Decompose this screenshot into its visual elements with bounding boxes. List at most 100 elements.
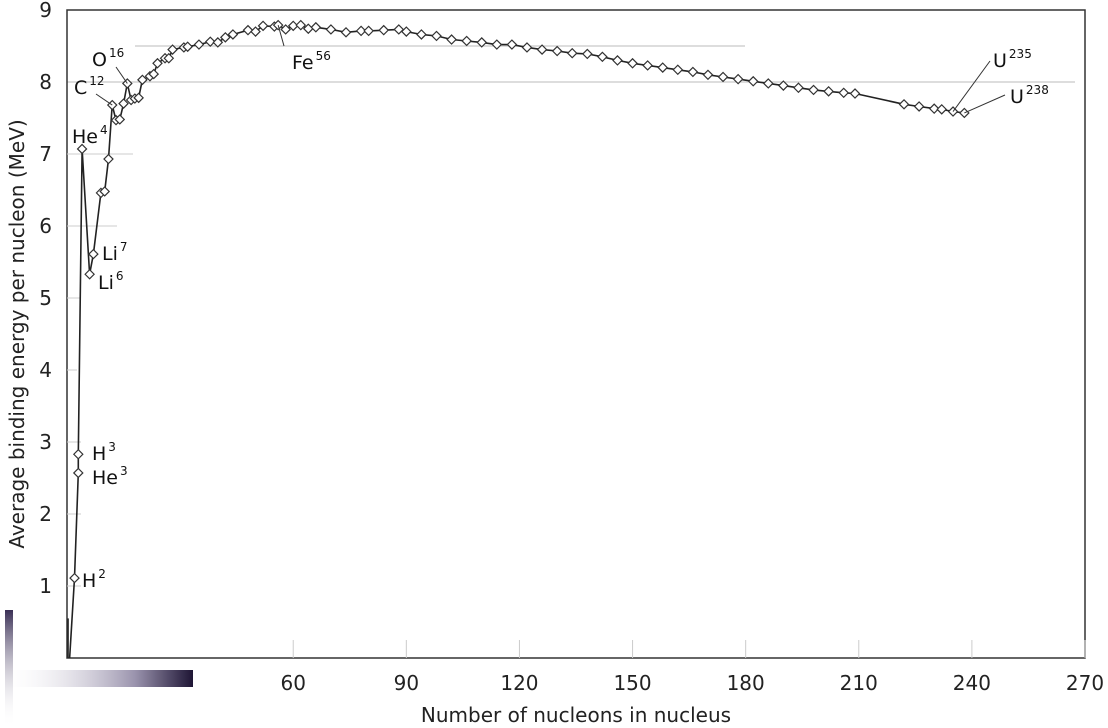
data-point xyxy=(461,35,473,47)
data-point xyxy=(182,41,194,53)
y-tick-label: 1 xyxy=(39,574,52,598)
x-tick-label: 90 xyxy=(394,671,419,695)
x-tick-label: 60 xyxy=(280,671,305,695)
annotation-leader-line xyxy=(964,94,1006,114)
data-point xyxy=(687,66,699,78)
data-point xyxy=(250,26,261,37)
data-point xyxy=(762,78,774,89)
isotope-mass-number: 6 xyxy=(116,269,124,283)
data-point xyxy=(521,42,533,53)
isotope-label: U 238 xyxy=(1010,83,1049,108)
data-point xyxy=(193,39,205,50)
reference-lines xyxy=(67,45,1075,83)
annotation-leader-line xyxy=(277,24,285,47)
data-point xyxy=(536,44,548,55)
data-point xyxy=(310,21,322,33)
isotope-annotations: H 2 He 3H 3 Li 6 Li 7 He 4 C 12 O 16 Fe 56 U 235 U 238 xyxy=(72,24,1049,592)
data-point xyxy=(152,57,163,69)
data-point xyxy=(88,248,99,260)
data-point xyxy=(114,114,126,125)
isotope-label: Li 6 xyxy=(98,269,124,294)
image-artifact-bar xyxy=(0,670,193,687)
isotope-mass-number: 12 xyxy=(89,74,104,88)
data-point xyxy=(103,153,114,165)
data-point xyxy=(793,82,804,94)
y-tick-label: 5 xyxy=(39,286,52,310)
data-point xyxy=(849,88,861,99)
x-tick-label: 150 xyxy=(613,671,651,695)
isotope-label: Fe 56 xyxy=(292,49,331,74)
isotope-mass-number: 3 xyxy=(120,464,128,478)
data-point xyxy=(476,37,488,48)
y-axis-label: Average binding energy per nucleon (MeV) xyxy=(5,119,29,548)
data-point xyxy=(257,20,269,32)
data-point xyxy=(280,24,292,35)
data-point xyxy=(295,19,307,31)
x-axis-label: Number of nucleons in nucleus xyxy=(421,703,731,727)
isotope-mass-number: 2 xyxy=(98,567,106,581)
isotope-mass-number: 4 xyxy=(100,123,108,137)
data-point xyxy=(118,98,129,109)
isotope-label: O 16 xyxy=(92,46,124,71)
annotation-leader-line xyxy=(95,93,113,106)
data-point xyxy=(148,68,160,80)
data-point xyxy=(823,86,834,97)
y-tick-label: 7 xyxy=(39,142,52,166)
data-point xyxy=(581,48,593,60)
isotope-label: He 3 xyxy=(92,464,128,489)
annotation-leader-line xyxy=(952,60,991,112)
isotope-label: C 12 xyxy=(74,74,105,99)
x-axis-ticks: 60 90 120 150 180 210 240 270 xyxy=(280,640,1104,695)
y-tick-label: 6 xyxy=(39,214,52,238)
data-point xyxy=(431,30,442,42)
data-point xyxy=(958,107,970,119)
data-point xyxy=(242,24,254,36)
y-tick-label: 4 xyxy=(39,358,52,382)
y-tick-label: 9 xyxy=(39,0,52,22)
binding-energy-series-line xyxy=(68,24,965,659)
data-point xyxy=(913,101,925,112)
data-point xyxy=(717,71,729,83)
x-tick-label: 240 xyxy=(953,671,991,695)
data-point xyxy=(212,37,224,48)
data-point xyxy=(778,80,789,91)
data-point xyxy=(69,572,80,584)
data-point xyxy=(672,64,684,76)
data-point xyxy=(551,45,563,57)
isotope-mass-number: 7 xyxy=(120,240,128,254)
data-point xyxy=(133,92,144,104)
data-point xyxy=(838,87,850,99)
data-point xyxy=(84,268,95,280)
data-point xyxy=(393,24,405,35)
data-point xyxy=(99,186,111,197)
x-tick-label: 120 xyxy=(500,671,538,695)
isotope-mass-number: 235 xyxy=(1009,47,1032,61)
data-point xyxy=(72,467,84,479)
data-point xyxy=(898,98,910,110)
data-point xyxy=(597,51,608,63)
data-point xyxy=(72,448,84,460)
data-point xyxy=(506,39,518,50)
image-artifact-stripe xyxy=(5,610,13,728)
isotope-label: U 235 xyxy=(993,47,1032,72)
isotope-label: He 4 xyxy=(72,123,108,148)
x-tick-label: 210 xyxy=(840,671,878,695)
isotope-mass-number: 3 xyxy=(108,440,116,454)
data-point xyxy=(566,47,578,59)
data-point xyxy=(446,34,457,45)
data-point xyxy=(416,29,427,40)
data-point xyxy=(76,143,88,155)
data-point xyxy=(137,74,148,86)
annotation-leader-line xyxy=(115,66,128,84)
isotope-label: Li 7 xyxy=(102,240,128,265)
data-point xyxy=(400,26,412,37)
x-tick-label: 270 xyxy=(1066,671,1104,695)
data-point xyxy=(642,60,653,71)
x-tick-label: 180 xyxy=(727,671,765,695)
data-point xyxy=(657,62,669,73)
data-point xyxy=(732,73,744,85)
data-point xyxy=(702,69,714,81)
